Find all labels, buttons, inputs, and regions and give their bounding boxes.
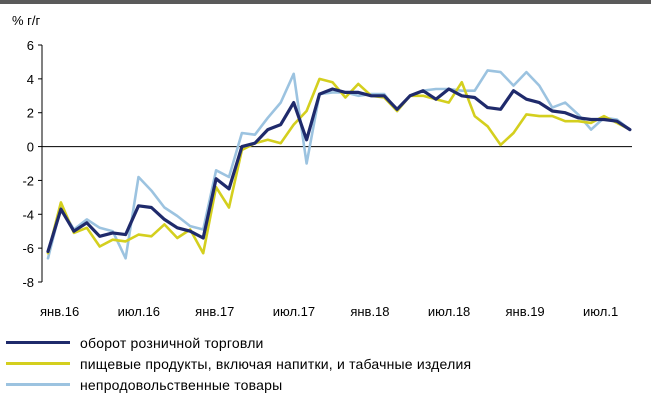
axes [38, 44, 632, 283]
y-tick-label: 4 [27, 72, 34, 87]
line-chart: % г/г -8 -6 -4 -2 0 2 4 6 янв.16 июл.16 янв.17 июл.… [12, 13, 632, 319]
y-tick-label: -8 [22, 275, 34, 290]
top-border [0, 0, 651, 4]
legend-item: непродовольственные товары [6, 374, 471, 395]
tick-labels: -8 -6 -4 -2 0 2 4 6 янв.16 июл.16 янв.17 июл.17 янв.… [22, 38, 618, 319]
y-tick-label: -2 [22, 173, 34, 188]
x-tick-label: янв.17 [195, 304, 234, 319]
legend-swatch [6, 383, 70, 386]
series-line-0 [46, 87, 632, 254]
x-tick-label: янв.18 [350, 304, 389, 319]
legend-label: пищевые продукты, включая напитки, и таб… [80, 355, 472, 372]
legend-swatch [6, 362, 70, 365]
y-unit-label: % г/г [12, 13, 41, 28]
legend-item: оборот розничной торговли [6, 332, 471, 353]
y-tick-label: 6 [27, 38, 34, 53]
legend-label: оборот розничной торговли [80, 334, 264, 351]
x-tick-label: янв.19 [505, 304, 544, 319]
x-tick-label: янв.16 [40, 304, 79, 319]
legend-item: пищевые продукты, включая напитки, и таб… [6, 353, 471, 374]
legend: оборот розничной торговли пищевые продукт… [6, 332, 471, 395]
legend-swatch [6, 341, 70, 344]
y-tick-label: -4 [22, 207, 34, 222]
y-tick-label: 2 [27, 106, 34, 121]
series-layer [46, 69, 632, 260]
y-tick-label: -6 [22, 241, 34, 256]
x-tick-label: июл.18 [428, 304, 470, 319]
y-tick-label: 0 [27, 140, 34, 155]
series-line-2 [46, 69, 632, 260]
x-tick-label: июл.1 [583, 304, 618, 319]
legend-label: непродовольственные товары [80, 376, 283, 393]
x-tick-label: июл.17 [273, 304, 315, 319]
x-tick-label: июл.16 [118, 304, 160, 319]
